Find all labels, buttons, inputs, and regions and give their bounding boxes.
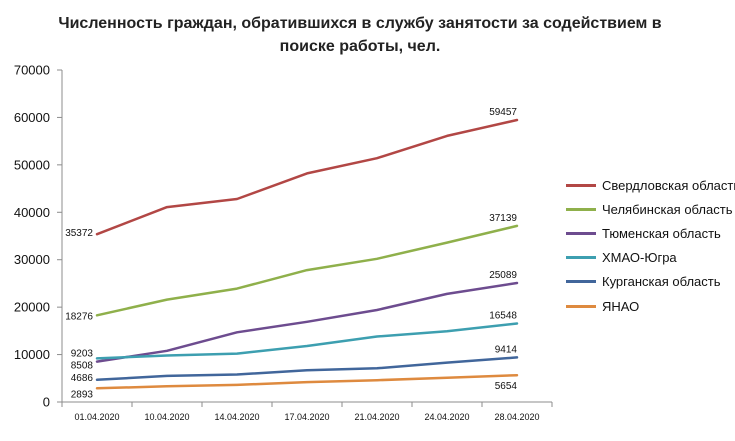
- legend-swatch: [566, 207, 596, 211]
- data-label-last: 9414: [495, 344, 518, 355]
- data-label-first: 4686: [71, 373, 94, 384]
- x-tick-label: 21.04.2020: [354, 412, 399, 422]
- data-label-last: 16548: [489, 311, 517, 322]
- legend-label: ХМАО-Югра: [602, 250, 677, 266]
- data-label-last: 25089: [489, 270, 517, 281]
- chart-axes: [61, 70, 552, 403]
- legend-label: Тюменская область: [602, 225, 721, 241]
- series-line-3: [95, 281, 519, 363]
- x-tick-label: 14.04.2020: [214, 412, 259, 422]
- legend-item: ХМАО-Югра: [566, 246, 735, 270]
- chart-title: Численность граждан, обратившихся в служ…: [58, 15, 662, 55]
- legend-swatch: [566, 280, 596, 284]
- data-label-last: 59457: [489, 107, 517, 118]
- data-label-first: 18276: [65, 311, 93, 322]
- legend-swatch: [566, 304, 596, 308]
- legend-label: Курганская область: [602, 274, 721, 290]
- x-tick-label: 17.04.2020: [284, 412, 329, 422]
- series-line-6: [95, 373, 519, 390]
- series-line-5: [95, 356, 519, 382]
- data-label-first: 8508: [71, 361, 94, 372]
- legend: Свердловская область Челябинская область Т…: [566, 173, 735, 318]
- x-tick-label: 24.04.2020: [424, 412, 469, 422]
- data-label-last: 5654: [495, 381, 518, 392]
- legend-item: ЯНАО: [566, 294, 735, 318]
- legend-swatch: [566, 256, 596, 260]
- data-label-last: 37139: [489, 213, 517, 224]
- legend-item: Челябинская область: [566, 197, 735, 221]
- y-tick-label: 40000: [14, 205, 50, 220]
- y-tick-label: 0: [43, 395, 50, 410]
- data-label-first: 9203: [71, 348, 94, 359]
- series-line-1: [95, 118, 519, 236]
- series-lines: [95, 118, 519, 390]
- legend-label: ЯНАО: [602, 298, 640, 314]
- data-labels: 35372 59457 18276 37139 8508 25089 9203 16548 46…: [65, 107, 517, 400]
- legend-swatch: [566, 231, 596, 235]
- legend-item: Свердловская область: [566, 173, 735, 197]
- x-tick-label: 28.04.2020: [494, 412, 539, 422]
- x-tick-label: 01.04.2020: [74, 412, 119, 422]
- y-tick-label: 50000: [14, 157, 50, 172]
- y-tick-label: 60000: [14, 110, 50, 125]
- legend-swatch: [566, 183, 596, 187]
- y-tick-label: 10000: [14, 347, 50, 362]
- y-tick-label: 30000: [14, 252, 50, 267]
- legend-label: Челябинская область: [602, 201, 733, 217]
- y-tick-label: 70000: [14, 63, 50, 78]
- data-label-first: 35372: [65, 228, 93, 239]
- data-label-first: 2893: [71, 389, 94, 400]
- legend-item: Тюменская область: [566, 221, 735, 245]
- legend-label: Свердловская область: [602, 177, 735, 193]
- series-line-2: [95, 224, 519, 317]
- series-line-4: [95, 322, 519, 360]
- legend-item: Курганская область: [566, 270, 735, 294]
- x-axis-ticks: 01.04.2020 10.04.2020 14.04.2020 17.04.2020…: [61, 402, 553, 422]
- y-tick-label: 20000: [14, 300, 50, 315]
- y-axis-ticks: 0 10000 20000 30000 40000 50000 60000 70000: [14, 63, 62, 410]
- x-tick-label: 10.04.2020: [144, 412, 189, 422]
